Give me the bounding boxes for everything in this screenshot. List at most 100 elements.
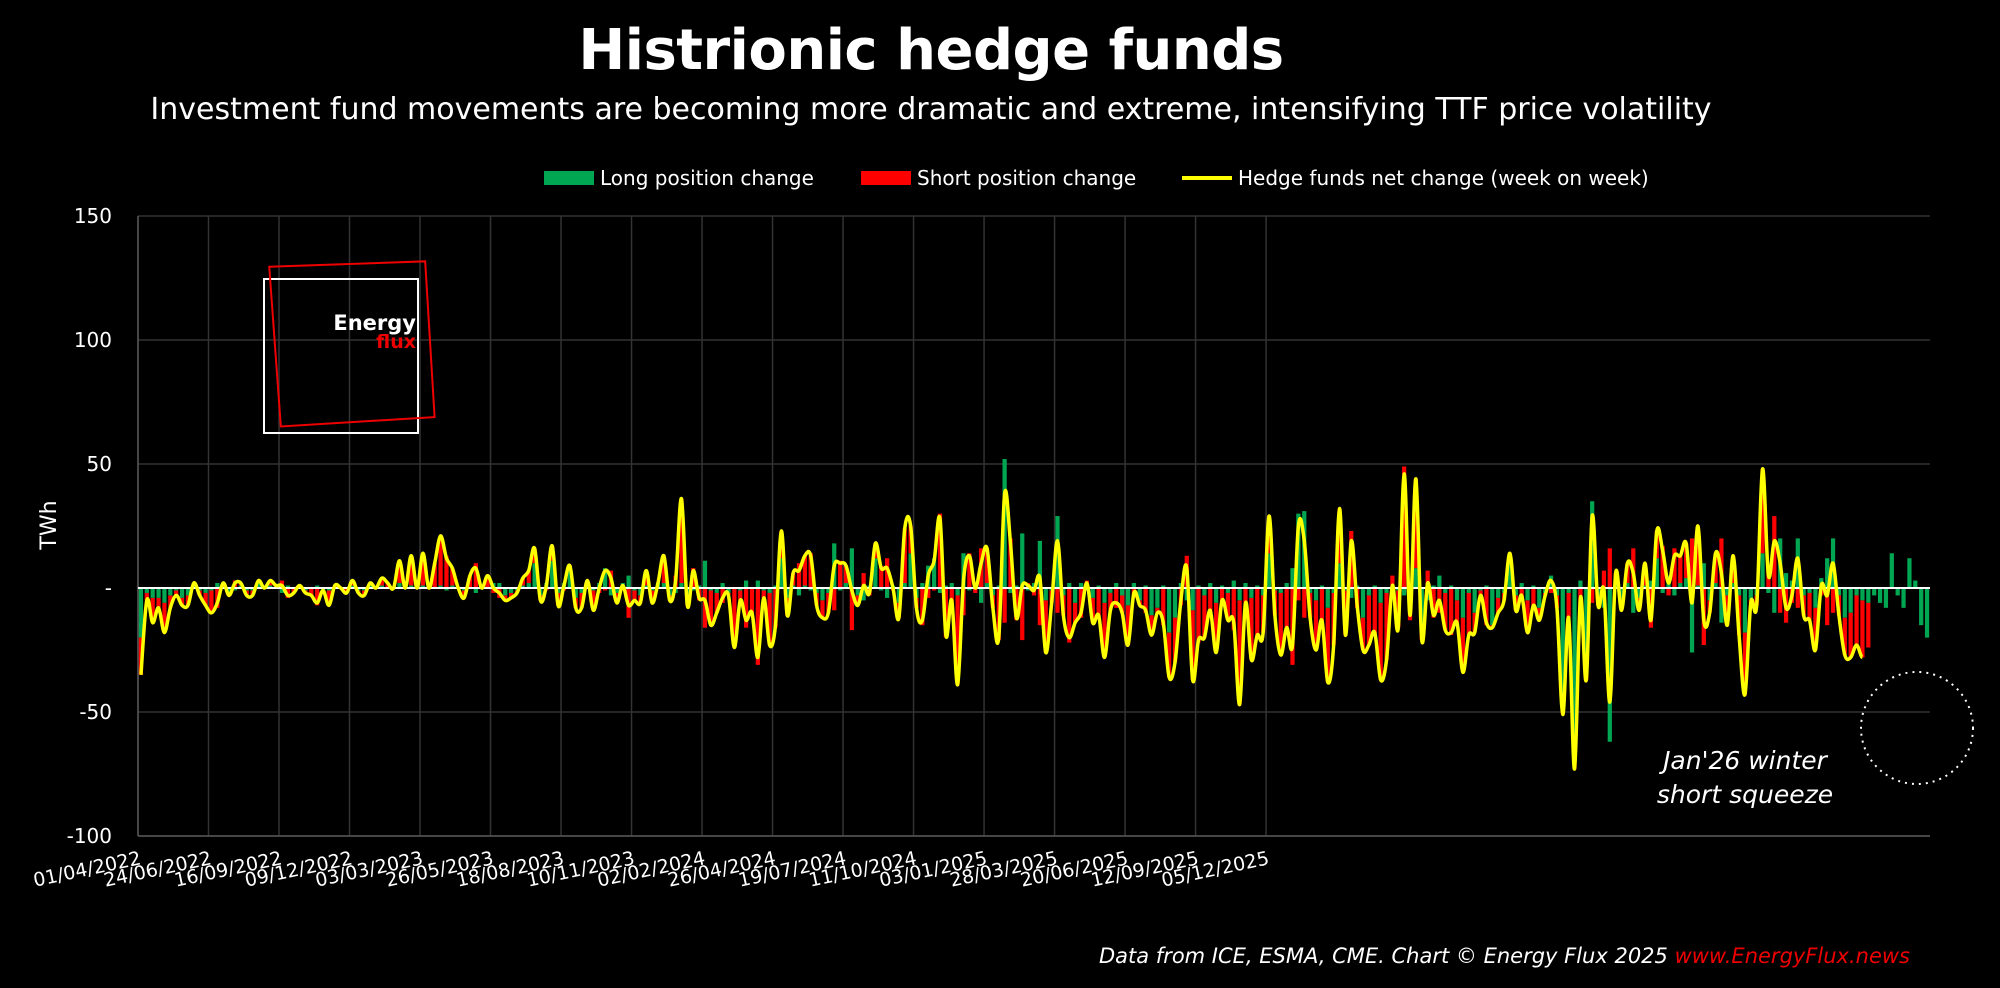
long-bar bbox=[1249, 588, 1254, 598]
short-bar bbox=[738, 590, 743, 601]
short-bar bbox=[1766, 570, 1771, 588]
long-bar bbox=[1454, 588, 1460, 601]
long-bar bbox=[908, 553, 913, 588]
long-bar bbox=[861, 588, 866, 601]
short-bar bbox=[420, 553, 426, 586]
short-bar bbox=[884, 558, 890, 588]
short-bar bbox=[949, 588, 954, 606]
long-bar bbox=[1672, 588, 1677, 596]
long-bar bbox=[1531, 585, 1536, 588]
legend-net-label: Hedge funds net change (week on week) bbox=[1238, 166, 1649, 190]
short-bar bbox=[1484, 588, 1489, 626]
short-bar bbox=[1830, 588, 1836, 613]
long-bar bbox=[279, 588, 285, 593]
long-bar bbox=[1919, 588, 1924, 626]
long-bar bbox=[755, 580, 760, 588]
long-bar bbox=[1384, 588, 1389, 593]
short-bar bbox=[802, 555, 807, 586]
long-bar bbox=[1560, 588, 1565, 700]
short-bar bbox=[1190, 610, 1195, 680]
long-bar bbox=[1689, 588, 1695, 653]
long-bar bbox=[1190, 588, 1195, 611]
short-bar bbox=[438, 535, 443, 586]
short-bar bbox=[1666, 588, 1671, 596]
y-axis-label: TWh bbox=[37, 500, 62, 550]
short-bar bbox=[203, 592, 208, 606]
short-bar bbox=[849, 588, 854, 631]
net-line bbox=[139, 467, 1864, 771]
long-bar bbox=[1413, 568, 1419, 588]
long-bar bbox=[1261, 588, 1266, 596]
long-bar bbox=[879, 588, 884, 591]
long-bar bbox=[1208, 583, 1213, 588]
short-bar bbox=[926, 588, 931, 598]
long-bar bbox=[1372, 585, 1377, 588]
long-bar bbox=[1924, 588, 1930, 638]
long-bar bbox=[1631, 588, 1636, 613]
long-bar bbox=[1061, 588, 1066, 596]
short-bar bbox=[473, 563, 478, 588]
long-bar bbox=[1807, 588, 1812, 593]
short-bar bbox=[591, 590, 596, 611]
short-bar bbox=[932, 588, 937, 591]
long-bar bbox=[1889, 553, 1894, 588]
long-bar bbox=[884, 588, 890, 598]
long-bar bbox=[1360, 588, 1366, 618]
short-bar bbox=[1854, 595, 1859, 646]
long-bar bbox=[843, 583, 849, 588]
long-bar bbox=[1701, 563, 1706, 588]
short-bar bbox=[1813, 607, 1818, 650]
long-bar bbox=[632, 588, 637, 591]
long-bar bbox=[461, 588, 467, 591]
short-bar bbox=[309, 588, 314, 596]
short-bar bbox=[1219, 588, 1225, 603]
long-bar bbox=[226, 588, 232, 593]
long-bar bbox=[532, 563, 537, 588]
short-bar bbox=[920, 588, 925, 626]
short-bar bbox=[1807, 592, 1812, 621]
long-bar bbox=[179, 588, 185, 598]
long-bar bbox=[743, 580, 749, 588]
long-bar bbox=[1707, 588, 1712, 601]
long-bar bbox=[1478, 588, 1483, 591]
long-bar bbox=[1525, 588, 1530, 601]
long-bar bbox=[644, 585, 649, 588]
short-bar bbox=[1155, 607, 1160, 613]
long-bar bbox=[315, 585, 320, 588]
long-bar bbox=[1131, 583, 1136, 588]
long-bar bbox=[932, 558, 937, 588]
long-bar bbox=[215, 583, 220, 588]
long-bar bbox=[197, 588, 202, 591]
short-bar bbox=[508, 592, 514, 598]
long-bar bbox=[1343, 588, 1348, 591]
short-bar bbox=[379, 578, 384, 586]
short-bar bbox=[820, 600, 825, 618]
long-bar bbox=[614, 588, 619, 593]
long-bar bbox=[1648, 580, 1654, 588]
long-bar bbox=[1108, 588, 1113, 593]
short-bar bbox=[602, 588, 608, 591]
long-bar bbox=[1137, 588, 1142, 601]
short-bar bbox=[1208, 588, 1213, 616]
long-bar bbox=[550, 560, 555, 588]
short-bar bbox=[1143, 588, 1148, 613]
long-bar bbox=[256, 583, 261, 588]
long-bar bbox=[1231, 580, 1236, 588]
long-bar bbox=[837, 588, 843, 591]
long-bar bbox=[1519, 583, 1524, 588]
annotation-line-1: Jan'26 winter bbox=[1663, 746, 1827, 775]
long-bar bbox=[1566, 588, 1571, 593]
long-bar bbox=[808, 588, 813, 591]
x-ticks: 01/04/202224/06/202216/09/202209/12/2022… bbox=[31, 847, 1271, 891]
long-bar bbox=[1460, 588, 1466, 618]
short-bar bbox=[1431, 588, 1436, 618]
short-bar bbox=[1566, 592, 1571, 618]
long-bar bbox=[1825, 558, 1830, 588]
short-bar bbox=[168, 595, 173, 608]
long-bar bbox=[268, 585, 273, 588]
long-bar bbox=[1736, 588, 1742, 596]
footer-url: www.EnergyFlux.news bbox=[1674, 944, 1910, 968]
short-bar bbox=[1825, 588, 1830, 626]
long-bar bbox=[1813, 588, 1818, 608]
long-bar bbox=[203, 588, 208, 593]
